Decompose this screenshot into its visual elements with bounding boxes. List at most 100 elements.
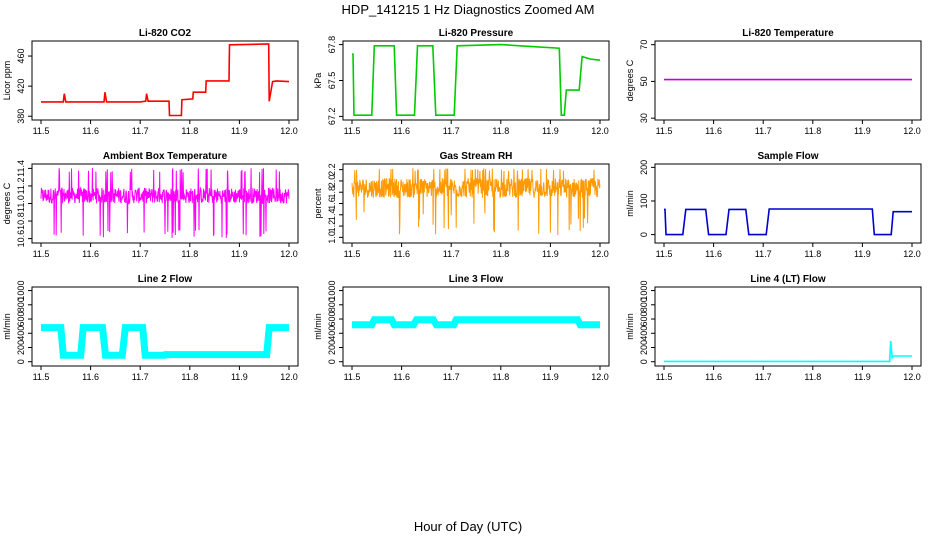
figure-xlabel: Hour of Day (UTC) — [414, 519, 522, 534]
x-tick-label: 11.6 — [82, 372, 99, 382]
series-line — [40, 167, 290, 239]
x-tick-label: 11.8 — [492, 249, 509, 259]
y-tick-label: 11.4 — [16, 160, 26, 177]
y-tick-label: 1.8 — [327, 186, 337, 199]
plot-frame — [342, 286, 610, 367]
y-tick-label: 200 — [327, 340, 337, 355]
panel-6: Sample Flow ml/min 11.5 11.6 11.7 11.8 11.9 12.… — [625, 151, 922, 259]
panel-4: Ambient Box Temperature degrees C 11.5 11.6… — [2, 151, 299, 259]
y-tick-label: 400 — [16, 326, 26, 341]
x-tick-label: 11.7 — [755, 372, 772, 382]
x-tick-label: 11.7 — [132, 372, 149, 382]
y-tick-label: 10.8 — [16, 212, 26, 230]
y-tick-label: 1.4 — [327, 209, 337, 222]
y-tick-label: 0 — [16, 359, 26, 364]
x-tick-label: 11.5 — [656, 372, 673, 382]
y-axis-label: ml/min — [625, 190, 635, 217]
panel-title: Line 2 Flow — [138, 274, 193, 285]
y-tick-label: 50 — [639, 76, 649, 86]
y-tick-label: 1.2 — [327, 220, 337, 233]
series-line — [351, 167, 601, 236]
y-axis-label: kPa — [313, 73, 323, 89]
x-tick-label: 11.8 — [492, 372, 509, 382]
panel-3: Li-820 Temperature degrees C 11.5 11.6 11.7 1… — [625, 28, 922, 136]
y-tick-label: 420 — [16, 79, 26, 94]
x-tick-label: 11.6 — [82, 249, 99, 259]
y-axis-label: ml/min — [2, 313, 12, 340]
y-tick-label: 600 — [327, 312, 337, 327]
x-tick-label: 11.7 — [132, 126, 149, 136]
x-tick-label: 11.5 — [344, 249, 361, 259]
y-tick-label: 400 — [639, 326, 649, 341]
y-tick-label: 600 — [639, 312, 649, 327]
x-tick-label: 11.7 — [443, 372, 460, 382]
y-tick-label: 1000 — [327, 281, 337, 301]
y-tick-label: 200 — [639, 160, 649, 175]
y-tick-label: 100 — [639, 193, 649, 208]
x-tick-label: 11.9 — [231, 372, 248, 382]
x-tick-label: 11.8 — [804, 249, 821, 259]
x-tick-label: 11.6 — [393, 126, 410, 136]
y-tick-label: 600 — [16, 312, 26, 327]
x-tick-label: 12.0 — [903, 249, 921, 259]
x-tick-label: 12.0 — [280, 249, 298, 259]
y-axis-label: percent — [313, 188, 323, 219]
y-axis-label: degrees C — [2, 182, 12, 224]
plot-area — [664, 341, 912, 363]
x-tick-label: 11.5 — [33, 249, 50, 259]
panels: Li-820 CO2 Licor ppm 11.5 11.6 11.7 11.8 11.9 1… — [2, 28, 922, 382]
y-tick-label: 380 — [16, 109, 26, 124]
x-tick-label: 12.0 — [591, 372, 609, 382]
y-tick-label: 67.5 — [327, 72, 337, 90]
x-tick-label: 11.7 — [132, 249, 149, 259]
x-tick-label: 11.6 — [705, 372, 722, 382]
x-tick-label: 11.6 — [393, 249, 410, 259]
panel-title: Gas Stream RH — [440, 151, 513, 162]
panel-9: Line 4 (LT) Flow ml/min 11.5 11.6 11.7 11.8 11… — [625, 274, 922, 382]
y-tick-label: 200 — [16, 340, 26, 355]
series-line — [352, 316, 600, 329]
x-tick-label: 11.9 — [854, 372, 871, 382]
panel-title: Li-820 Temperature — [742, 28, 834, 39]
plot-area — [664, 208, 912, 236]
x-tick-label: 12.0 — [280, 372, 298, 382]
panel-title: Li-820 CO2 — [139, 28, 192, 39]
panel-7: Line 2 Flow ml/min 11.5 11.6 11.7 11.8 11.9 12.… — [2, 274, 299, 382]
series-line — [41, 324, 289, 359]
plot-frame — [31, 40, 299, 121]
y-tick-label: 0 — [639, 359, 649, 364]
y-tick-label: 67.2 — [327, 108, 337, 126]
y-tick-label: 2.2 — [327, 163, 337, 176]
x-tick-label: 11.8 — [804, 372, 821, 382]
panel-title: Line 4 (LT) Flow — [750, 274, 826, 285]
y-axis-label: Licor ppm — [2, 61, 12, 101]
y-tick-label: 800 — [639, 297, 649, 312]
x-tick-label: 11.5 — [33, 372, 50, 382]
panel-8: Line 3 Flow ml/min 11.5 11.6 11.7 11.8 11.9 12.… — [313, 274, 610, 382]
x-tick-label: 11.9 — [542, 249, 559, 259]
y-tick-label: 1000 — [16, 281, 26, 301]
x-tick-label: 11.7 — [755, 249, 772, 259]
plot-frame — [654, 163, 922, 244]
plot-area — [41, 324, 289, 359]
y-tick-label: 800 — [327, 297, 337, 312]
plot-area — [40, 167, 290, 239]
x-tick-label: 12.0 — [280, 126, 298, 136]
y-tick-label: 1.0 — [327, 231, 337, 244]
y-axis-label: ml/min — [625, 313, 635, 340]
panel-title: Line 3 Flow — [449, 274, 504, 285]
x-tick-label: 11.6 — [393, 372, 410, 382]
x-tick-label: 11.9 — [854, 249, 871, 259]
x-tick-label: 11.6 — [82, 126, 99, 136]
x-tick-label: 11.5 — [344, 126, 361, 136]
plot-frame — [654, 286, 922, 367]
x-tick-label: 12.0 — [903, 126, 921, 136]
y-tick-label: 30 — [639, 113, 649, 123]
panel-2: Li-820 Pressure kPa 11.5 11.6 11.7 11.8 11.9 12… — [313, 28, 610, 136]
y-axis-label: ml/min — [313, 313, 323, 340]
figure-title: HDP_141215 1 Hz Diagnostics Zoomed AM — [342, 2, 595, 17]
y-tick-label: 1.6 — [327, 197, 337, 210]
series-line — [664, 341, 912, 363]
y-tick-label: 11.2 — [16, 178, 26, 195]
